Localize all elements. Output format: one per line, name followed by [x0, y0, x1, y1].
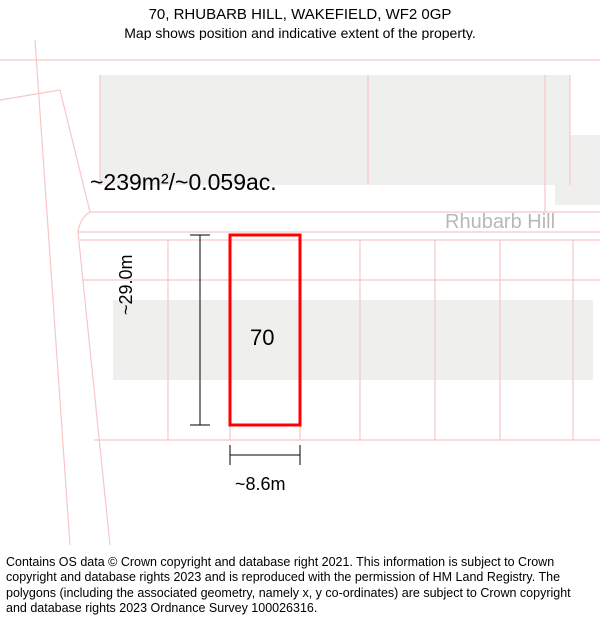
header: 70, RHUBARB HILL, WAKEFIELD, WF2 0GP Map…: [0, 6, 600, 41]
area-label: ~239m²/~0.059ac.: [90, 169, 277, 195]
copyright-footer: Contains OS data © Crown copyright and d…: [6, 555, 594, 618]
width-label: ~8.6m: [235, 474, 286, 494]
street-name-label: Rhubarb Hill: [445, 211, 555, 233]
page-subtitle: Map shows position and indicative extent…: [0, 25, 600, 41]
house-number-label: 70: [250, 325, 274, 350]
height-label: ~29.0m: [116, 254, 136, 315]
page-title: 70, RHUBARB HILL, WAKEFIELD, WF2 0GP: [0, 6, 600, 23]
building-footprint: [555, 135, 600, 205]
property-map-page: 70, RHUBARB HILL, WAKEFIELD, WF2 0GP Map…: [0, 0, 600, 625]
map-canvas: ~239m²/~0.059ac. ~29.0m ~8.6m 70 Rhubarb Hil…: [0, 40, 600, 545]
building-footprint: [113, 300, 593, 380]
